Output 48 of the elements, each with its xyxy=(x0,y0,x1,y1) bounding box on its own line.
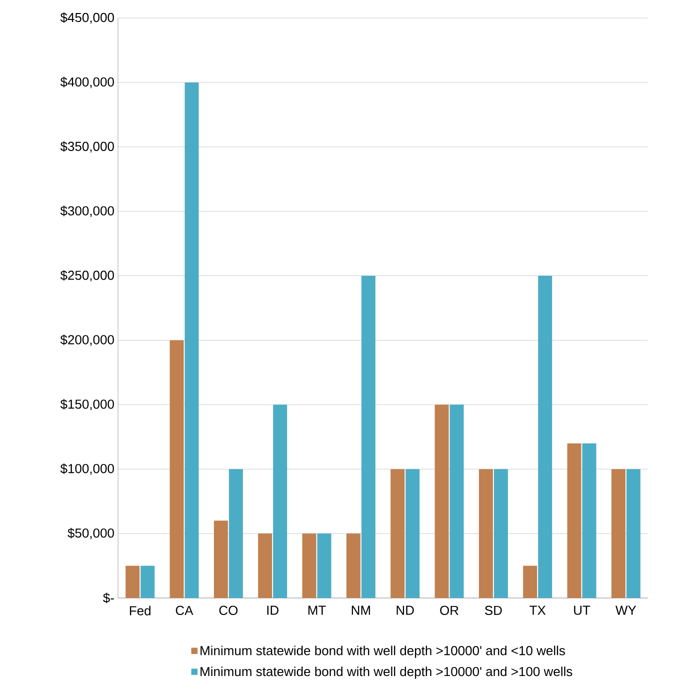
bar xyxy=(126,566,140,598)
bar xyxy=(228,469,243,598)
x-tick-label: CA xyxy=(176,606,194,616)
bar xyxy=(494,469,508,598)
bar xyxy=(478,469,493,598)
y-tick-label: $200,000 xyxy=(60,334,114,346)
x-tick-label: UT xyxy=(574,606,590,615)
x-tick-label: SD xyxy=(484,606,502,616)
bar xyxy=(450,404,464,598)
bar xyxy=(273,404,288,598)
bar xyxy=(317,534,332,598)
bar xyxy=(567,443,582,598)
bar xyxy=(406,469,420,598)
y-tick-label: $100,000 xyxy=(60,463,114,475)
bar xyxy=(346,534,360,598)
bar xyxy=(626,469,640,598)
bar xyxy=(582,443,596,598)
x-tick-label: Fed xyxy=(130,606,150,616)
x-tick-label: OR xyxy=(440,606,458,616)
x-tick-label: NM xyxy=(352,606,370,615)
x-tick-label: TX xyxy=(530,606,546,615)
y-tick-label: $150,000 xyxy=(60,399,114,410)
x-tick-label: CO xyxy=(219,606,238,616)
legend-label: Minimum statewide bond with well depth >10000' and >100 wells xyxy=(200,666,572,679)
y-tick-label: $350,000 xyxy=(60,141,114,153)
bar xyxy=(523,566,538,598)
y-tick-label: $300,000 xyxy=(60,206,114,217)
bar xyxy=(538,276,552,598)
bar xyxy=(390,469,405,598)
y-tick-label: $50,000 xyxy=(68,528,114,540)
bar xyxy=(302,534,316,598)
x-tick-label: ID xyxy=(267,606,278,615)
bar xyxy=(361,276,376,598)
bar xyxy=(214,520,228,598)
x-tick-label: WY xyxy=(616,606,636,615)
x-tick-label: ND xyxy=(396,606,414,615)
legend-label: Minimum statewide bond with well depth >10000' and <10 wells xyxy=(200,646,565,658)
bar xyxy=(170,340,184,598)
y-tick-label: $- xyxy=(103,592,114,604)
y-tick-label: $250,000 xyxy=(60,270,114,282)
bar xyxy=(184,82,199,598)
bar xyxy=(258,534,272,598)
bar xyxy=(611,469,626,598)
x-tick-label: MT xyxy=(308,606,326,615)
bar xyxy=(434,404,449,598)
y-tick-label: $400,000 xyxy=(60,76,114,88)
y-tick-label: $450,000 xyxy=(60,12,114,24)
bar xyxy=(140,566,155,598)
